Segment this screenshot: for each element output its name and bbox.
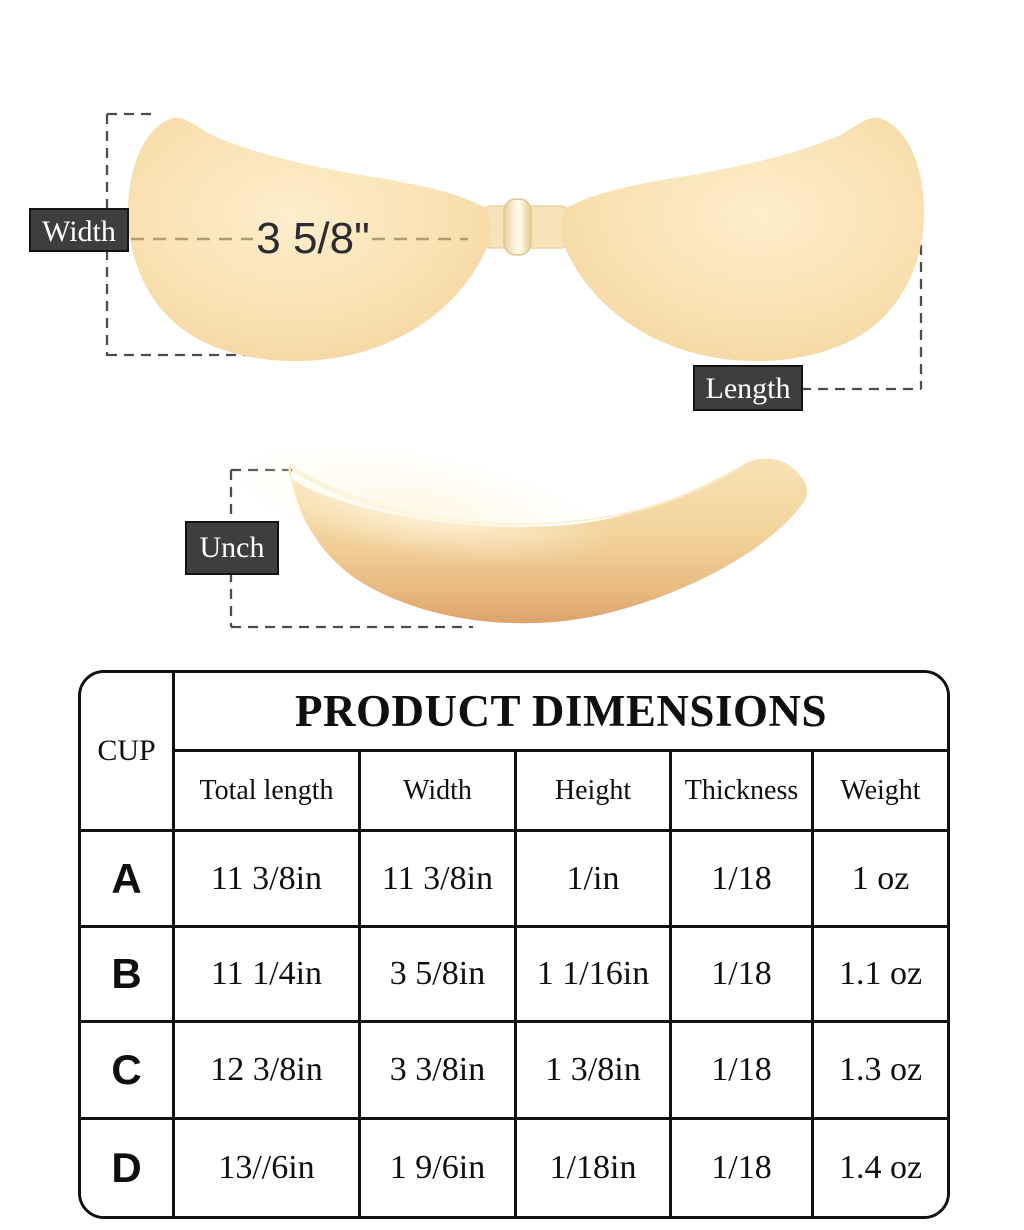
cup-column-header: CUP — [81, 673, 175, 832]
column-header-height: Height — [517, 752, 672, 832]
table-row-c-cup: C — [81, 1023, 175, 1120]
width-label-text: Width — [42, 215, 116, 248]
width-measurement: 3 5/8" — [256, 214, 369, 263]
table-row-d-height: 1/18in — [517, 1120, 672, 1216]
product-dimensions-table: CUP PRODUCT DIMENSIONS Total length Widt… — [78, 670, 950, 1219]
table-row-d-total-length: 13//6in — [175, 1120, 361, 1216]
table-row-b-total-length: 11 1/4in — [175, 928, 361, 1023]
table-row-b-cup: B — [81, 928, 175, 1023]
table-row-a-thickness: 1/18 — [672, 832, 814, 928]
table-row-d-weight: 1.4 oz — [814, 1120, 947, 1216]
length-label: Length — [693, 365, 803, 411]
table-row-c-weight: 1.3 oz — [814, 1023, 947, 1120]
table-row-a-total-length: 11 3/8in — [175, 832, 361, 928]
inch-label-text: Unch — [200, 531, 265, 564]
table-row-b-weight: 1.1 oz — [814, 928, 947, 1023]
table-row-b-height: 1 1/16in — [517, 928, 672, 1023]
table-row-d-width: 1 9/6in — [361, 1120, 517, 1216]
table-row-c-total-length: 12 3/8in — [175, 1023, 361, 1120]
column-header-thickness: Thickness — [672, 752, 814, 832]
table-row-b-width: 3 5/8in — [361, 928, 517, 1023]
table-row-a-weight: 1 oz — [814, 832, 947, 928]
length-dimension-lines — [801, 194, 923, 391]
table-row-a-height: 1/in — [517, 832, 672, 928]
width-label: Width — [29, 208, 129, 252]
table-row-a-width: 11 3/8in — [361, 832, 517, 928]
bra-diagram: 3 5/8" Width Length Unch — [29, 112, 925, 629]
column-header-weight: Weight — [814, 752, 947, 832]
table-title: PRODUCT DIMENSIONS — [175, 673, 947, 752]
table-row-a-cup: A — [81, 832, 175, 928]
column-header-total-length: Total length — [175, 752, 361, 832]
front-clasp — [482, 198, 570, 256]
length-label-text: Length — [706, 372, 791, 405]
table-row-d-cup: D — [81, 1120, 175, 1216]
table-row-c-width: 3 3/8in — [361, 1023, 517, 1120]
table-row-c-thickness: 1/18 — [672, 1023, 814, 1120]
table-row-c-height: 1 3/8in — [517, 1023, 672, 1120]
right-cup-shape — [561, 117, 925, 362]
left-cup-shape — [127, 117, 491, 362]
table-row-d-thickness: 1/18 — [672, 1120, 814, 1216]
column-header-width: Width — [361, 752, 517, 832]
table-row-b-thickness: 1/18 — [672, 928, 814, 1023]
inch-label: Unch — [185, 521, 279, 575]
side-cup-highlight — [232, 444, 608, 566]
